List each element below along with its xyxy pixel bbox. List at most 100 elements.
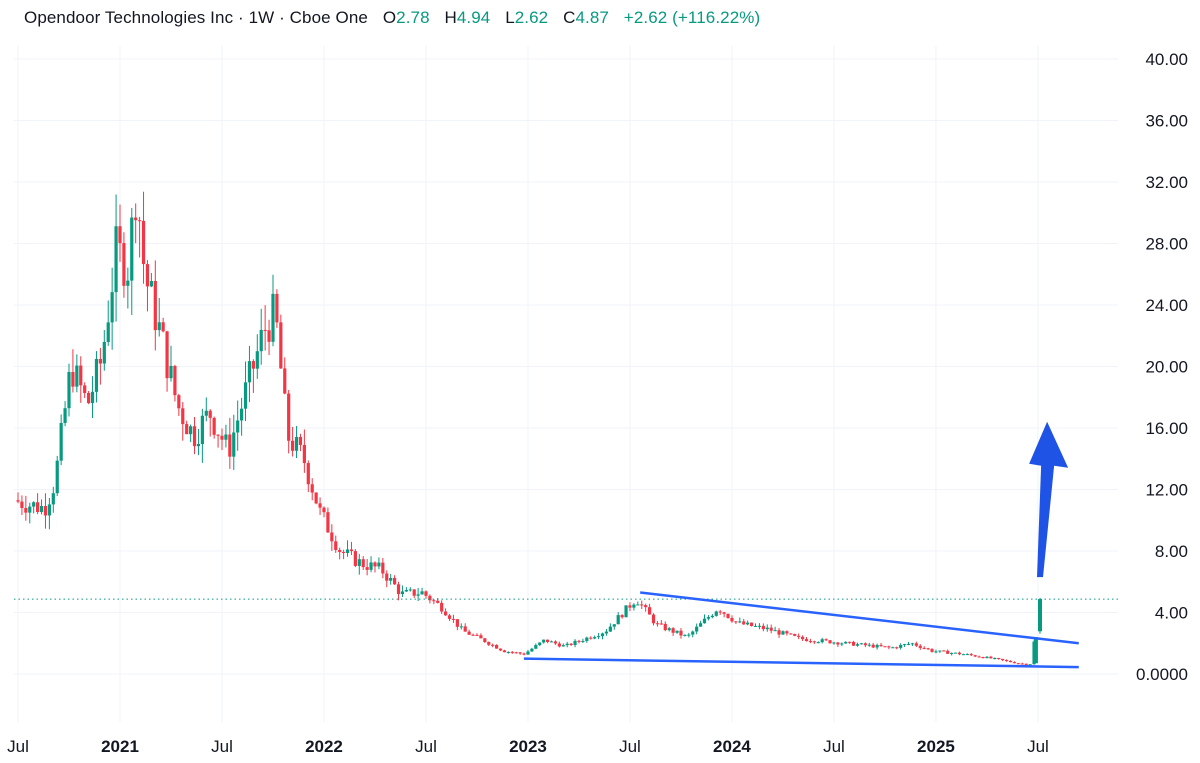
candle-body	[424, 591, 428, 596]
y-tick-label: 24.00	[1145, 296, 1188, 315]
candle-body	[522, 653, 526, 655]
candle-body	[396, 584, 401, 595]
x-tick-label: 2023	[509, 737, 547, 756]
x-tick-label: 2022	[305, 737, 343, 756]
candle-body	[1012, 662, 1017, 664]
candle-body	[404, 590, 408, 592]
candle-body	[997, 657, 1001, 659]
candle-body	[624, 605, 628, 618]
candle-body	[381, 562, 385, 574]
candle-body	[816, 642, 820, 644]
candle-body	[812, 641, 816, 643]
candle-body	[800, 636, 805, 640]
candle-body	[200, 415, 204, 444]
candle-body	[224, 434, 228, 440]
candle-body	[51, 493, 55, 505]
candle-body	[510, 651, 514, 653]
candle-body	[475, 634, 479, 636]
candle-body	[243, 382, 248, 409]
candle-body	[75, 365, 79, 387]
candle-body	[687, 634, 691, 636]
candle-body	[836, 642, 840, 645]
candle-body	[616, 615, 620, 625]
y-tick-label: 28.00	[1145, 235, 1188, 254]
candle-body	[918, 645, 922, 648]
candle-body	[255, 351, 259, 369]
breakout-arrow	[1029, 421, 1069, 578]
candle-body	[746, 622, 750, 625]
candle-body	[106, 322, 110, 342]
candle-body	[785, 631, 789, 634]
candle-body	[742, 621, 746, 625]
candle-body	[294, 436, 299, 451]
candle-body	[420, 591, 424, 595]
candle-body	[471, 634, 475, 636]
candle-body	[236, 420, 240, 433]
candle-body	[220, 435, 224, 440]
x-axis[interactable]: Jul 2021 Jul 2022 Jul 2023 Jul 2024 Jul 2025 Jul	[7, 737, 1049, 756]
candle-body	[1004, 660, 1009, 662]
candle-body	[67, 371, 71, 409]
candle-body	[71, 371, 75, 387]
candle-body	[636, 604, 640, 606]
candle-body	[275, 293, 279, 323]
grid	[14, 46, 1118, 722]
breakout-candle-body	[1033, 637, 1038, 664]
candle-body	[844, 641, 848, 644]
candle-body	[141, 220, 146, 265]
candle-body	[436, 600, 440, 603]
candle-body	[600, 633, 605, 637]
candle-body	[832, 642, 836, 644]
candle-body	[859, 643, 864, 645]
candle-body	[298, 436, 303, 445]
candle-body	[781, 631, 785, 635]
candle-body	[271, 293, 275, 342]
candle-body	[620, 615, 624, 618]
candle-body	[185, 424, 189, 435]
candle-body	[851, 641, 856, 646]
candle-body	[306, 463, 310, 485]
candle-body	[950, 652, 954, 654]
candle-body	[204, 410, 208, 416]
candle-body	[369, 562, 373, 570]
candle-body	[875, 644, 879, 648]
candle-body	[32, 502, 36, 507]
symbol-title: Opendoor Technologies Inc · 1W · Cboe On…	[24, 8, 368, 27]
candle-body	[828, 640, 832, 644]
candle-body	[365, 567, 369, 570]
candle-body	[412, 589, 416, 596]
high-label: H	[444, 8, 457, 27]
y-axis[interactable]: 40.00 36.00 32.00 28.00 24.00 20.00 16.00 12.00…	[1136, 50, 1188, 684]
candle-body	[247, 361, 252, 383]
candle-body	[542, 639, 546, 643]
candle-body	[706, 617, 711, 619]
candle-body	[848, 641, 852, 643]
candle-body	[443, 611, 448, 616]
candle-body	[110, 292, 114, 323]
candle-body	[561, 645, 565, 647]
candle-body	[871, 644, 875, 648]
candle-body	[59, 422, 63, 461]
candle-body	[416, 594, 420, 596]
candle-body	[263, 329, 267, 331]
candle-body	[730, 617, 734, 622]
candle-body	[938, 650, 942, 652]
candle-body	[165, 331, 169, 379]
candle-body	[318, 503, 322, 508]
candle-body	[714, 611, 718, 616]
candle-body	[757, 625, 762, 627]
candle-body	[789, 633, 793, 635]
candle-body	[36, 502, 40, 513]
candle-body	[192, 426, 197, 447]
candle-body	[357, 559, 361, 566]
candle-body	[342, 551, 346, 554]
candle-body	[993, 657, 997, 659]
x-tick-label: 2025	[917, 737, 955, 756]
candle-body	[710, 615, 714, 618]
candle-body	[196, 443, 201, 447]
candle-body	[326, 512, 330, 533]
candle-body	[957, 652, 962, 655]
candle-body	[702, 618, 707, 624]
candle-body	[769, 627, 773, 631]
